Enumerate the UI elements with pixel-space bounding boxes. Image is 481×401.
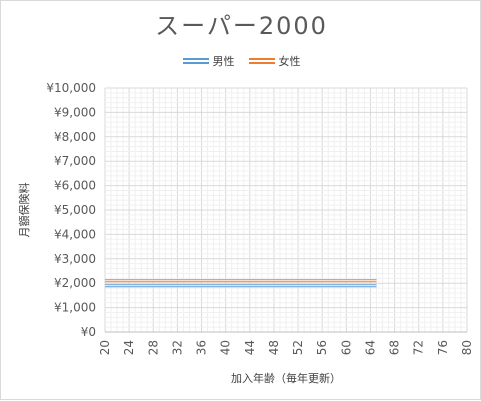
y-tick-label: ¥10,000 (46, 81, 96, 95)
x-tick-label: 20 (98, 340, 112, 355)
legend: 男性 女性 (1, 53, 481, 69)
y-tick-label: ¥8,000 (54, 130, 96, 144)
x-tick-label: 80 (460, 340, 474, 355)
x-tick-label: 48 (267, 340, 281, 355)
x-tick-label: 36 (195, 340, 209, 355)
x-tick-label: 60 (339, 340, 353, 355)
x-tick-label: 24 (122, 340, 136, 355)
chart-title: スーパー2000 (155, 12, 328, 40)
y-tick-label: ¥5,000 (54, 203, 96, 217)
x-tick-label: 72 (412, 340, 426, 355)
legend-swatch-female (248, 58, 275, 64)
x-tick-label: 52 (291, 340, 305, 355)
legend-item-male: 男性 (182, 53, 235, 69)
y-tick-label: ¥0 (81, 325, 96, 339)
x-tick-label: 76 (436, 340, 450, 355)
x-axis-title: 加入年齢（毎年更新） (231, 371, 341, 385)
y-axis-title: 月額保険料 (17, 183, 31, 238)
legend-swatch-male (182, 58, 209, 64)
x-tick-label: 40 (219, 340, 233, 355)
x-tick-label: 56 (315, 340, 329, 355)
y-tick-label: ¥4,000 (54, 227, 96, 241)
legend-item-female: 女性 (248, 53, 301, 69)
y-tick-label: ¥7,000 (54, 154, 96, 168)
x-tick-label: 64 (363, 340, 377, 355)
y-tick-label: ¥6,000 (54, 179, 96, 193)
y-tick-label: ¥1,000 (54, 301, 96, 315)
x-tick-label: 32 (170, 340, 184, 355)
y-tick-label: ¥2,000 (54, 276, 96, 290)
legend-label-male: 男性 (212, 55, 235, 68)
x-tick-label: 68 (388, 340, 402, 355)
x-tick-label: 28 (146, 340, 160, 355)
y-tick-label: ¥9,000 (54, 105, 96, 119)
x-tick-label: 44 (243, 340, 257, 355)
legend-label-female: 女性 (278, 55, 301, 68)
y-tick-label: ¥3,000 (54, 252, 96, 266)
